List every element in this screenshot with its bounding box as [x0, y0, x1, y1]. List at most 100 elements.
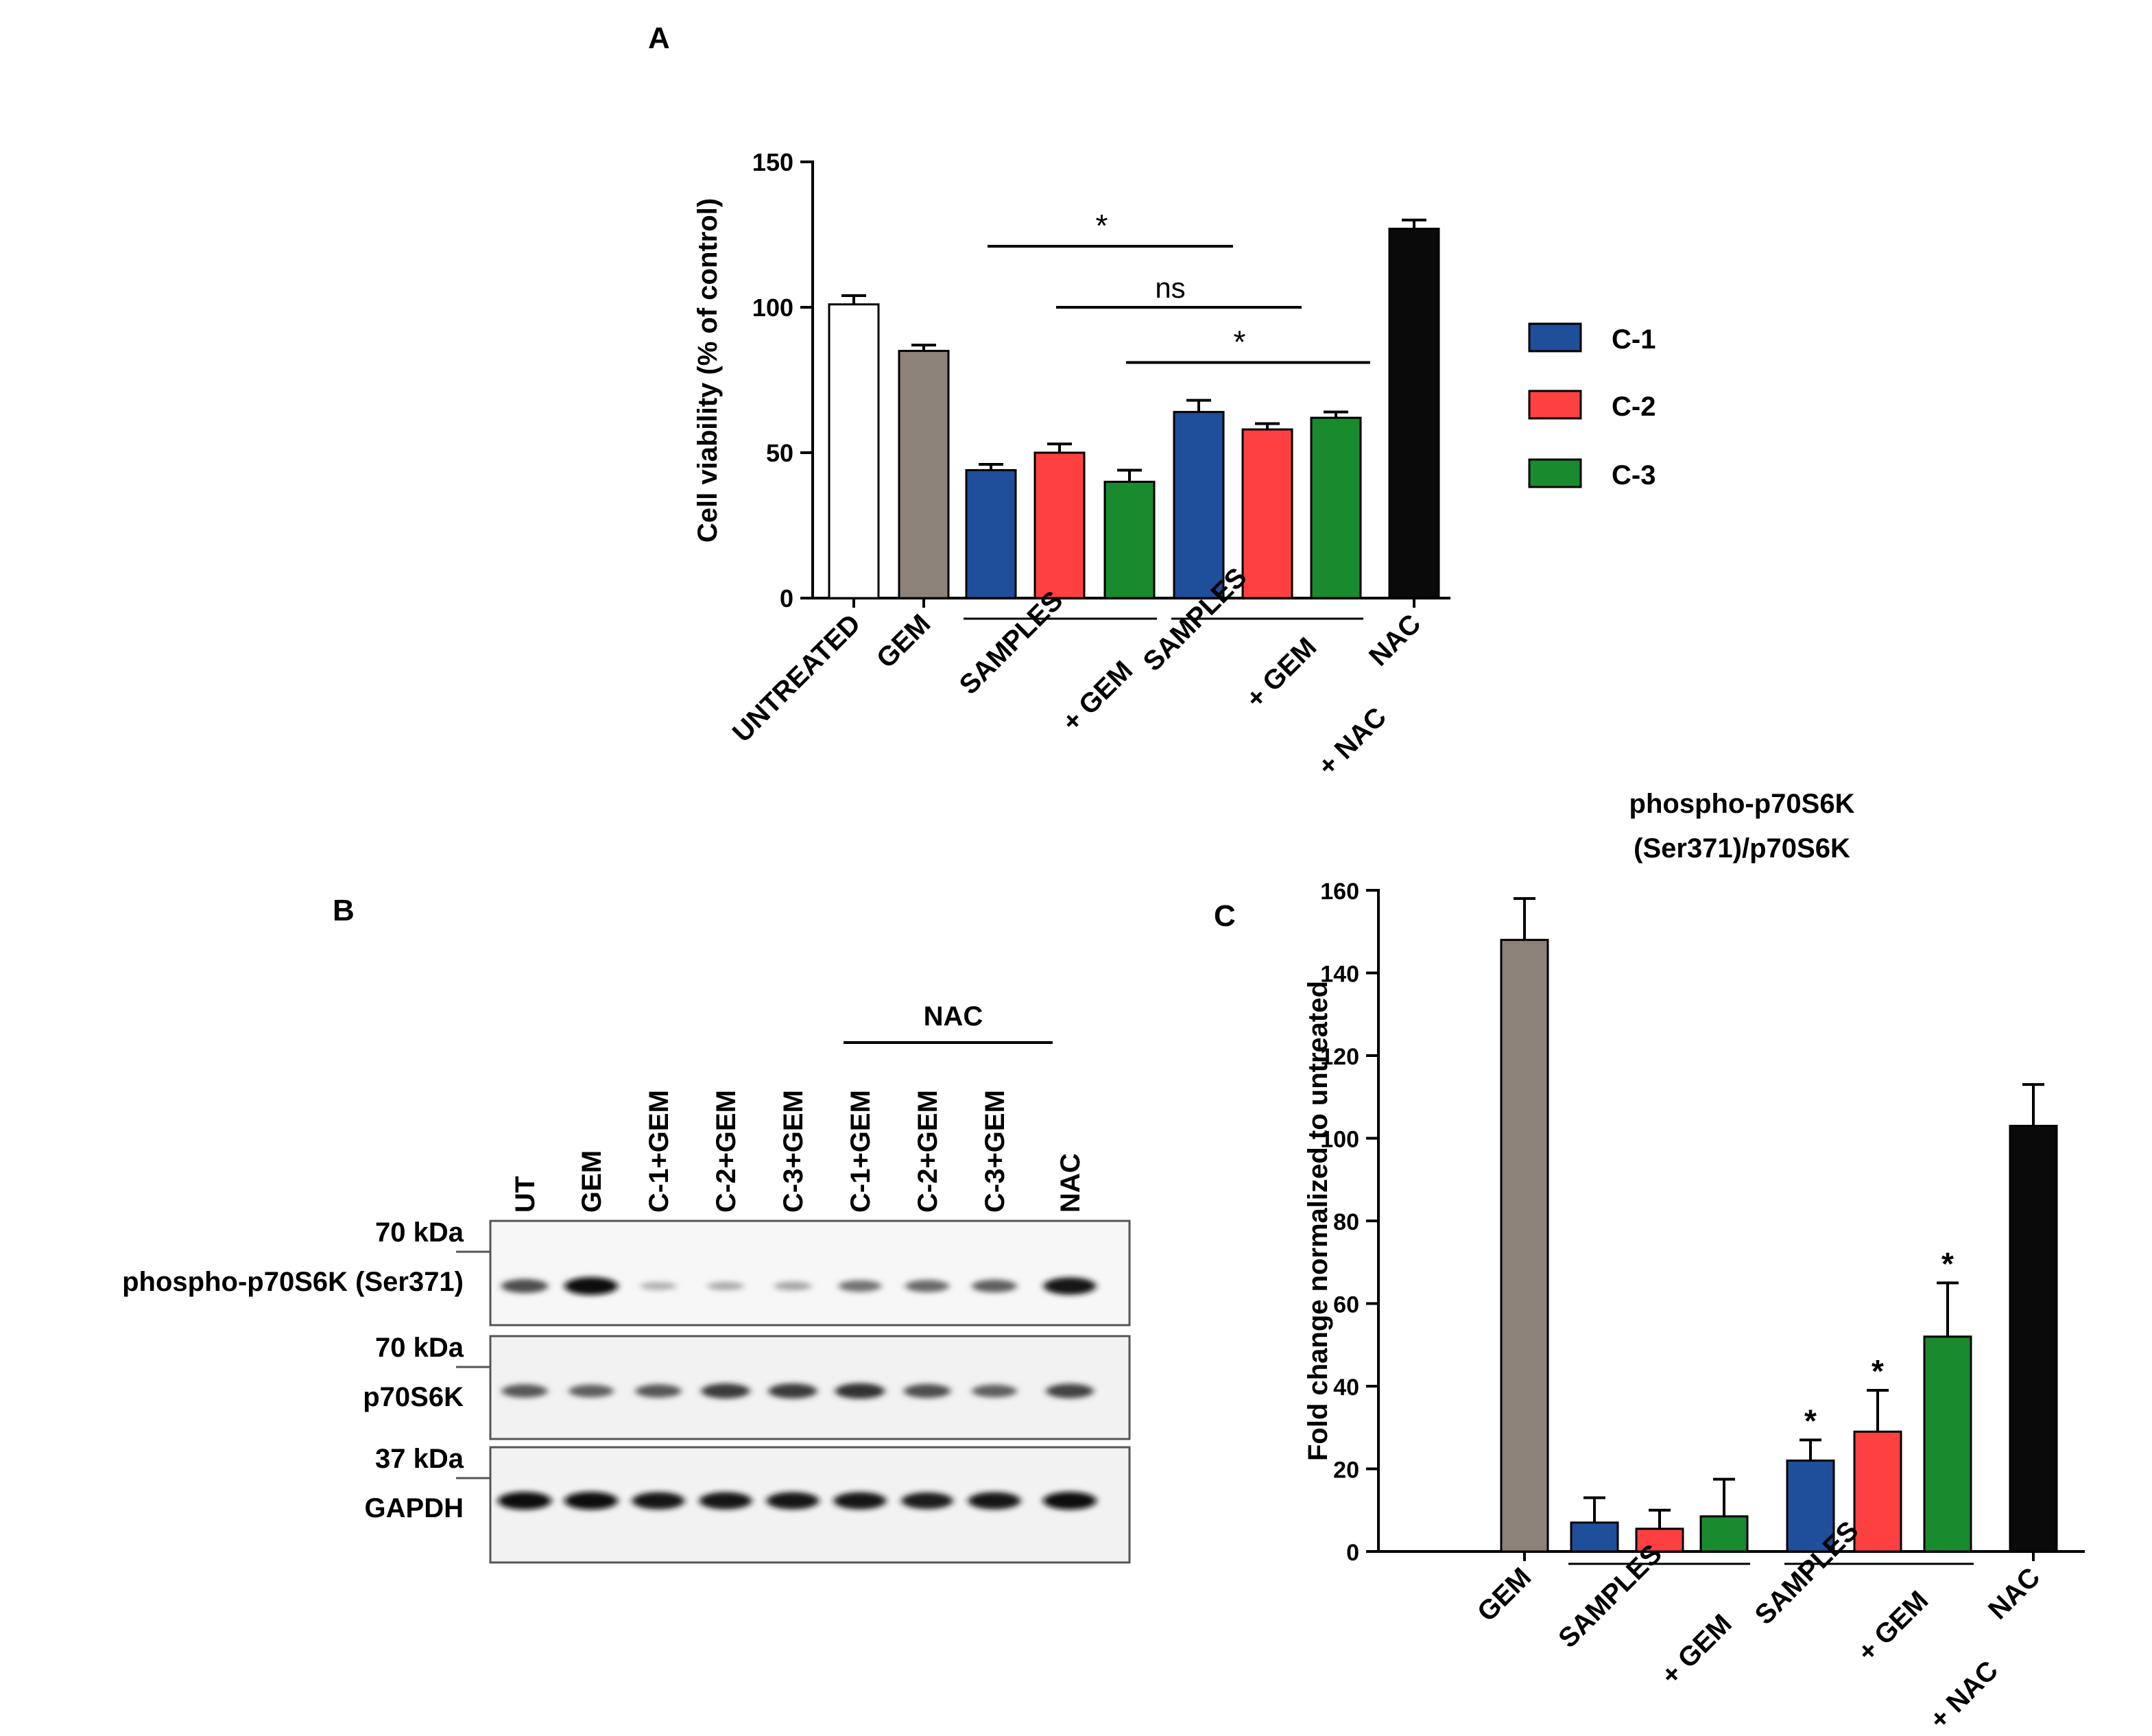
blot-marker-label: 70 kDa — [375, 1217, 464, 1248]
blot-band — [833, 1492, 887, 1510]
legend-label-c3: C-3 — [1612, 460, 1655, 490]
chart-a-significance-label: * — [1096, 208, 1108, 243]
blot-lane-label: C-1+GEM — [644, 1090, 674, 1213]
chart-c-significance-star: * — [1804, 1403, 1817, 1438]
legend-label-c1: C-1 — [1612, 324, 1655, 355]
chart-a-y-tick-label: 100 — [752, 294, 793, 322]
chart-a-y-tick-label: 50 — [766, 439, 793, 467]
chart-c-significance-star: * — [1941, 1246, 1954, 1281]
chart-a-x-label: NAC — [1363, 608, 1426, 671]
blot-band — [968, 1492, 1021, 1510]
blot-lane-label: NAC — [1055, 1153, 1086, 1213]
blot-band — [972, 1384, 1017, 1398]
blot-protein-label: GAPDH — [365, 1493, 464, 1523]
blot-protein-label: phospho-p70S6K (Ser371) — [122, 1267, 464, 1297]
chart-c-bar — [1500, 938, 1549, 1553]
chart-c-x-label: + NAC — [1924, 1655, 2004, 1735]
chart-c-bar — [1570, 1521, 1619, 1553]
chart-a-bar — [965, 468, 1017, 599]
blot-lane-label: C-3+GEM — [778, 1090, 809, 1213]
blot-marker-label: 70 kDa — [375, 1333, 464, 1363]
blot-band — [498, 1492, 551, 1510]
chart-c-bar — [1923, 1335, 1972, 1553]
chart-c-y-tick-label: 20 — [1333, 1458, 1359, 1484]
chart-c: phospho-p70S6K (Ser371)/p70S6K Fold chan… — [1303, 789, 2085, 1735]
chart-a-x-label: GEM — [871, 608, 937, 674]
blot-lane-label: C-2+GEM — [913, 1090, 943, 1213]
blot-lane-label: C-2+GEM — [711, 1090, 741, 1213]
chart-a-bar — [898, 350, 950, 599]
chart-a-x-label: + GEM — [1240, 632, 1322, 714]
blot-band — [901, 1492, 953, 1510]
legend-label-c2: C-2 — [1612, 392, 1655, 422]
chart-a-bar — [1033, 451, 1086, 599]
chart-c-y-tick-label: 40 — [1333, 1375, 1359, 1401]
chart-c-y-tick-label: 80 — [1333, 1209, 1359, 1235]
chart-c-y-tick-label: 60 — [1333, 1292, 1359, 1318]
chart-a-bar — [1103, 480, 1156, 599]
blot-band — [706, 1281, 745, 1291]
blot-band — [501, 1279, 549, 1294]
panel-label-b: B — [333, 894, 355, 927]
blot-band — [1043, 1277, 1097, 1295]
chart-c-y-tick-label: 120 — [1320, 1044, 1359, 1070]
legend: C-1 C-2 C-3 — [1528, 322, 1655, 490]
chart-a-significance-label: ns — [1155, 272, 1185, 304]
chart-a-ylabel: Cell viability (% of control) — [693, 198, 723, 543]
blot-band — [768, 1383, 817, 1399]
chart-a-bar — [828, 303, 880, 599]
chart-c-bar — [1853, 1430, 1902, 1553]
chart-a-x-label: + GEM — [1056, 655, 1138, 737]
panel-label-a: A — [648, 21, 670, 55]
legend-swatch-c2 — [1528, 390, 1582, 420]
blot-band — [640, 1282, 677, 1290]
chart-a-x-label: + NAC — [1312, 702, 1392, 782]
chart-c-bar — [2009, 1124, 2058, 1553]
blot-band — [564, 1277, 618, 1295]
chart-c-significance-star: * — [1872, 1353, 1884, 1389]
blot-band — [632, 1492, 685, 1510]
blot-band — [564, 1492, 618, 1510]
chart-c-title-line-2: (Ser371)/p70S6K — [1634, 833, 1850, 864]
blot-band — [635, 1384, 682, 1398]
blot-band — [835, 1383, 885, 1399]
blot-panel — [489, 1220, 1131, 1327]
chart-a-bar — [1173, 411, 1225, 599]
chart-a-bar — [1241, 428, 1293, 599]
chart-c-x-label: GEM — [1472, 1562, 1538, 1628]
blot-band — [774, 1281, 812, 1291]
blot-band — [1043, 1492, 1097, 1510]
chart-a-bar — [1388, 228, 1440, 599]
chart-a-y-tick-label: 0 — [780, 584, 793, 613]
blot-marker-label: 37 kDa — [375, 1444, 464, 1474]
blot-lane-label: C-3+GEM — [980, 1090, 1010, 1213]
blot-band — [701, 1383, 750, 1399]
blot-band — [905, 1280, 949, 1292]
chart-c-x-label: SAMPLES — [1553, 1538, 1668, 1654]
chart-c-x-label: + GEM — [1655, 1608, 1738, 1691]
blot-band — [972, 1279, 1017, 1293]
chart-c-y-tick-label: 100 — [1320, 1127, 1359, 1153]
blot-band — [1046, 1383, 1094, 1399]
chart-c-x-label: + GEM — [1852, 1585, 1934, 1667]
chart-c-title-line-1: phospho-p70S6K — [1629, 789, 1855, 819]
chart-c-bar — [1635, 1527, 1684, 1553]
chart-c-x-label: NAC — [1983, 1562, 2046, 1625]
blot-lane-label: UT — [510, 1176, 540, 1213]
blot-lane-label: GEM — [577, 1150, 607, 1213]
blot-protein-label: p70S6K — [363, 1382, 464, 1412]
blot-band — [766, 1492, 820, 1510]
chart-c-y-tick-label: 140 — [1320, 962, 1359, 988]
chart-a-bar — [1310, 416, 1362, 599]
chart-c-y-tick-label: 0 — [1346, 1540, 1359, 1566]
western-blot: NAC UT GEM C-1+GEM C-2+GEM C-3+GEM C-1+GEM C-2… — [122, 1001, 1131, 1564]
chart-c-y-tick-label: 160 — [1320, 879, 1359, 905]
blot-band — [569, 1384, 614, 1398]
chart-a-x-label: SAMPLES — [954, 585, 1069, 700]
chart-c-ylabel: Fold change normalized to untreated — [1303, 981, 1333, 1461]
blot-band — [903, 1383, 951, 1399]
blot-band — [501, 1384, 548, 1398]
chart-c-bar — [1699, 1515, 1749, 1553]
chart-c-bar — [1786, 1459, 1835, 1553]
